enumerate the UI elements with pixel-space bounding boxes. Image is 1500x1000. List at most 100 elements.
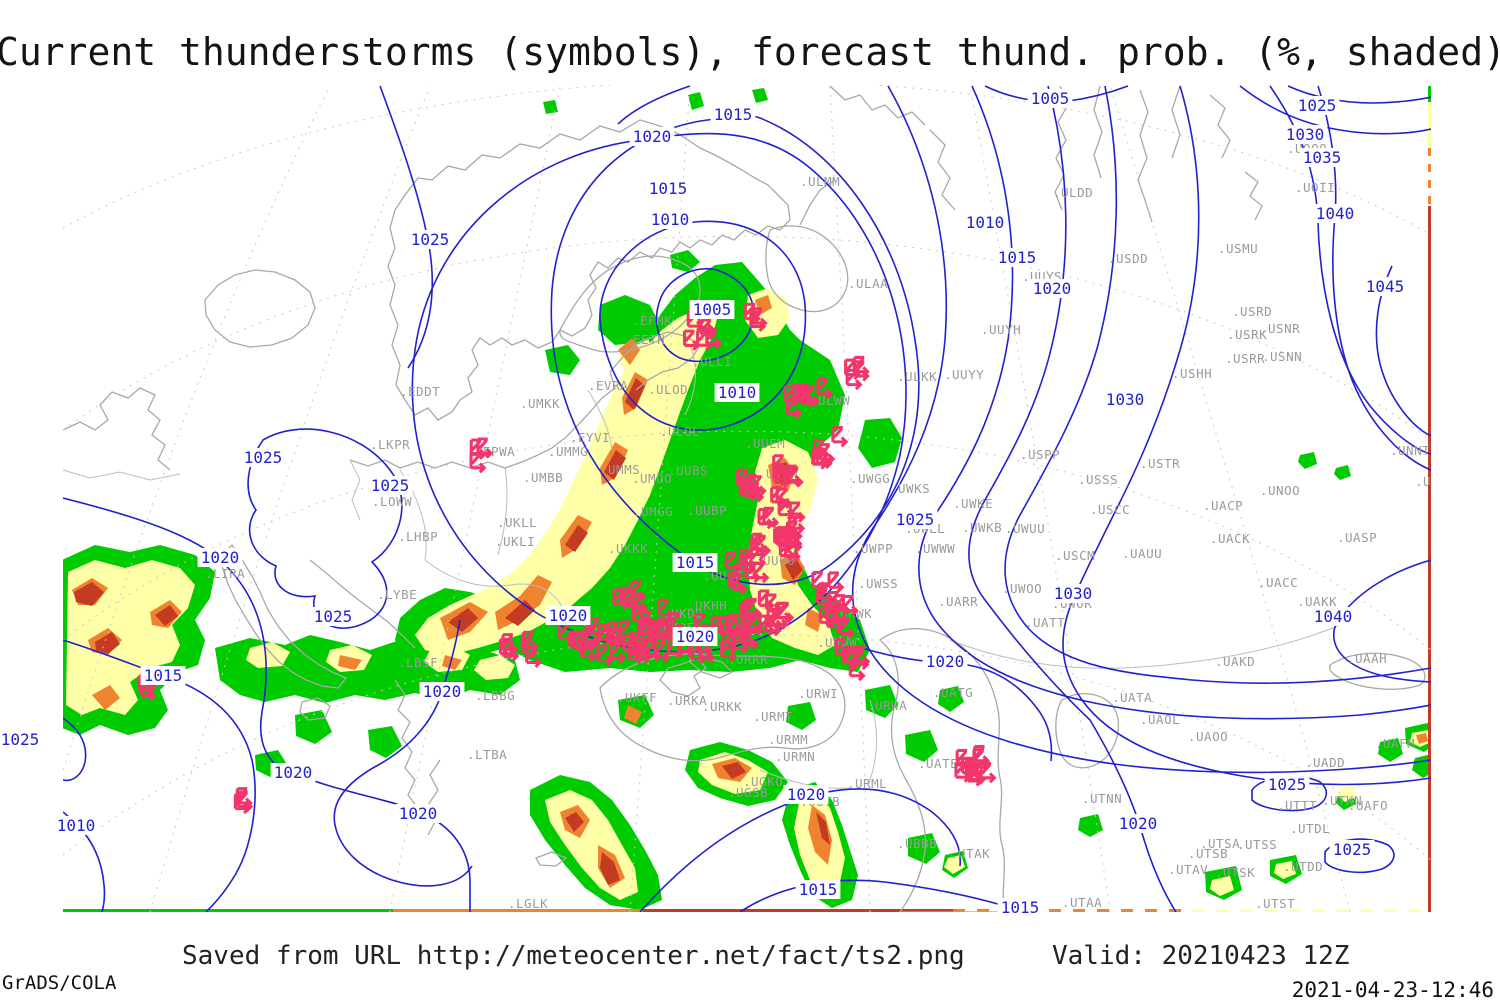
isobar-label-box: [1050, 584, 1096, 603]
isobar-label-box: [407, 230, 453, 249]
prob-shading-red: [95, 632, 120, 654]
station-label: .UWKE: [953, 496, 993, 511]
isobar-label: 1025: [314, 607, 353, 626]
station-label: .UUBP: [687, 503, 727, 518]
prob-shading-green: [1334, 465, 1351, 480]
prob-shading-green: [938, 686, 964, 712]
station-label: .USCM: [1055, 548, 1095, 563]
prob-shading-green: [858, 418, 902, 468]
station-label: .USNN: [1262, 349, 1302, 364]
station-label: .LIRA: [205, 566, 245, 581]
isobar-label: 1025: [1, 730, 40, 749]
isobar-label: 1015: [799, 880, 838, 899]
prob-shading-green: [543, 100, 558, 114]
prob-shading-edge-strip: [953, 909, 965, 912]
isobar-label-box: [1102, 390, 1148, 409]
coastline: [659, 657, 707, 697]
country-border: [684, 344, 696, 416]
prob-shading-orange: [92, 685, 120, 710]
prob-shading-edge-strip: [977, 909, 989, 912]
station-label: .UMKK: [520, 396, 560, 411]
station-label: .USMU: [1218, 241, 1258, 256]
station-label: .UTST: [1255, 896, 1295, 911]
prob-shading-green: [1438, 858, 1464, 880]
coastline: [299, 697, 331, 721]
station-label: .UOII: [1295, 180, 1335, 195]
prob-shading-red: [448, 608, 478, 632]
isobar-line: [379, 85, 433, 369]
prob-shading-edge-strip: [1428, 148, 1431, 156]
station-label: .URKA: [667, 693, 707, 708]
prob-shading-green: [752, 88, 768, 103]
coastline: [309, 559, 416, 649]
coastline: [1055, 693, 1119, 769]
prob-shading-green: [1378, 738, 1403, 762]
prob-shading-red: [565, 525, 588, 552]
station-label: .UASP: [1337, 530, 1377, 545]
isobar-label-box: [0, 730, 43, 749]
isobar-label: 1025: [1298, 96, 1337, 115]
prob-shading-edge-strip: [1428, 164, 1431, 172]
isobar-label-box: [689, 300, 735, 319]
station-label: .ULDD: [1053, 185, 1093, 200]
isobar-label-box: [1027, 89, 1073, 108]
station-label: .UAKK: [1297, 594, 1337, 609]
prob-shading-green: [368, 726, 402, 758]
coastline: [349, 344, 636, 469]
station-label: .UAFO: [1348, 798, 1388, 813]
isobar-label: 1020: [1033, 279, 1072, 298]
station-label: .UWWW: [915, 541, 955, 556]
station-label: .EFHK: [632, 313, 672, 328]
graticule-line: [63, 85, 1431, 236]
isobar-label: 1030: [1106, 390, 1145, 409]
isobar-line: [599, 220, 807, 431]
station-label: .URRR: [728, 652, 768, 667]
isobar-line: [1287, 85, 1431, 104]
station-label: .UMMS: [600, 462, 640, 477]
station-label: .ULOL: [660, 424, 700, 439]
isobar-line: [639, 788, 962, 912]
coastline: [929, 129, 956, 211]
prob-shading-green: [688, 92, 704, 110]
isobar-line: [247, 428, 403, 629]
isobar-label-box: [270, 763, 316, 782]
coastline: [427, 759, 441, 836]
isobar-label: 1015: [1001, 898, 1040, 917]
isobar-label-box: [1329, 840, 1375, 859]
station-label: .UUYY: [944, 367, 984, 382]
prob-shading-green: [905, 730, 938, 762]
graticule-line: [63, 633, 1431, 861]
station-label: .UUEM: [745, 436, 785, 451]
isobar-line: [1062, 85, 1431, 786]
isobar-label: 1025: [244, 448, 283, 467]
isobar-line: [617, 85, 691, 125]
prob-shading-green: [1298, 452, 1317, 469]
isobar-label: 1035: [1303, 148, 1342, 167]
isobar-line: [1269, 85, 1431, 455]
station-label: .UTSS: [1237, 837, 1277, 852]
isobar-label: 1025: [896, 510, 935, 529]
coastline: [1093, 85, 1103, 179]
graticule-line: [149, 85, 431, 912]
isobar-label: 1020: [926, 652, 965, 671]
isobar-line: [655, 267, 755, 363]
coastline: [1329, 652, 1426, 690]
coastline: [765, 225, 849, 313]
prob-shading-red: [604, 450, 626, 480]
station-label: .UTAA: [1062, 895, 1102, 910]
prob-shading-edge-strip: [1121, 909, 1133, 912]
prob-shading-orange: [338, 655, 362, 670]
isobar-label: 1020: [1119, 814, 1158, 833]
station-label: .LYBE: [377, 587, 417, 602]
station-label: .LBBG: [475, 688, 515, 703]
isobar-label: 1025: [371, 476, 410, 495]
prob-shading-edge-strip: [1073, 909, 1085, 912]
station-label: .ULLI: [692, 354, 732, 369]
prob-shading-red: [816, 812, 830, 845]
station-label: .LOWW: [372, 494, 412, 509]
prob-shading-red: [155, 605, 178, 626]
isobar-label-box: [140, 666, 186, 685]
thunderstorm-symbol-cluster: [844, 355, 870, 391]
station-label: .UTSB: [1188, 846, 1228, 861]
station-label: .LGLK: [508, 896, 548, 911]
